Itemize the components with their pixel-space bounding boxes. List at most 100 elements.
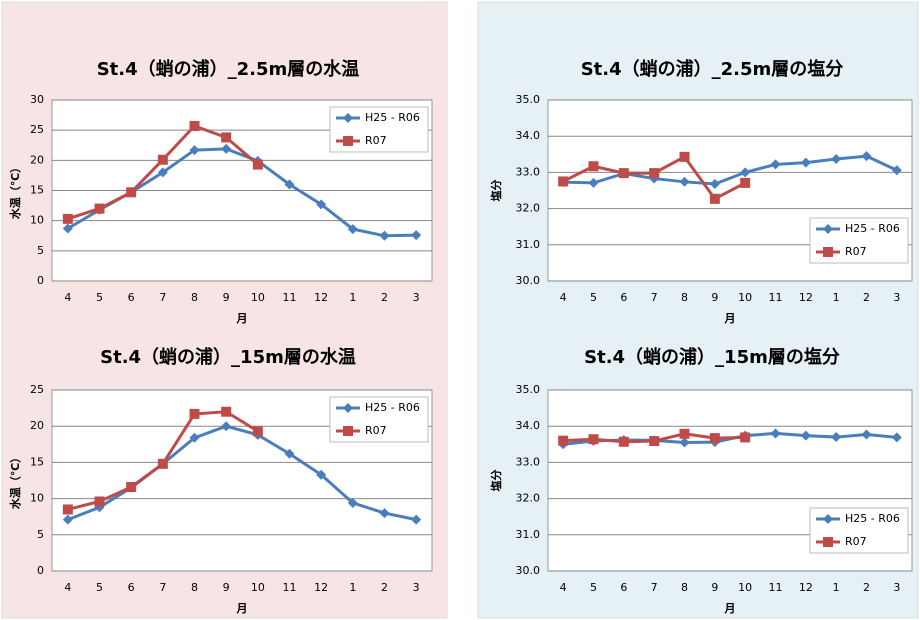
legend-marker [823, 537, 833, 547]
marker [316, 199, 327, 210]
x-tick-label: 4 [560, 291, 567, 304]
marker [94, 496, 105, 507]
x-tick-label: 6 [620, 581, 627, 594]
x-tick-label: 8 [191, 581, 198, 594]
x-tick-label: 8 [681, 291, 688, 304]
x-tick-label: 1 [833, 581, 840, 594]
y-tick-label: 10 [30, 214, 44, 227]
marker [618, 436, 629, 447]
marker [861, 151, 872, 162]
y-tick-label: 15 [30, 184, 44, 197]
marker [800, 430, 811, 441]
marker [189, 408, 200, 419]
legend-box [809, 217, 909, 264]
y-tick-label: 33.0 [516, 165, 541, 178]
x-tick-label: 5 [96, 581, 103, 594]
y-tick-label: 32.0 [516, 492, 541, 505]
y-tick-label: 5 [37, 528, 44, 541]
x-tick-label: 7 [651, 581, 658, 594]
x-tick-label: 3 [893, 291, 900, 304]
legend-box [809, 507, 909, 554]
x-tick-label: 1 [833, 291, 840, 304]
marker [891, 432, 902, 443]
legend-marker [343, 403, 353, 413]
x-tick-label: 4 [560, 581, 567, 594]
x-tick-label: 12 [799, 291, 813, 304]
chart-title: St.4（蛸の浦）_2.5m層の塩分 [581, 58, 844, 80]
marker [379, 230, 390, 241]
legend-label: H25 - R06 [365, 401, 420, 414]
x-tick-label: 10 [251, 291, 265, 304]
legend-label: H25 - R06 [845, 512, 900, 525]
marker [831, 432, 842, 443]
x-tick-label: 3 [413, 581, 420, 594]
marker [831, 154, 842, 165]
marker [891, 165, 902, 176]
marker [649, 436, 660, 447]
x-axis-label: 月 [724, 312, 736, 325]
legend-label: R07 [845, 535, 867, 548]
legend-label: H25 - R06 [365, 111, 420, 124]
x-tick-label: 8 [191, 291, 198, 304]
marker [221, 406, 232, 417]
x-tick-label: 3 [413, 291, 420, 304]
x-axis-label: 月 [236, 602, 248, 615]
x-tick-label: 3 [893, 581, 900, 594]
chart-title: St.4（蛸の浦）_2.5m層の水温 [97, 58, 360, 80]
x-tick-label: 4 [64, 291, 71, 304]
y-axis-label: 水温（℃） [8, 162, 22, 219]
x-tick-label: 5 [96, 291, 103, 304]
marker [740, 177, 751, 188]
x-tick-label: 10 [738, 291, 752, 304]
marker [221, 421, 232, 432]
y-tick-label: 20 [30, 419, 44, 432]
x-axis-label: 月 [724, 602, 736, 615]
legend-marker [823, 224, 833, 234]
x-tick-label: 2 [381, 291, 388, 304]
y-tick-label: 33.0 [516, 455, 541, 468]
x-tick-label: 9 [711, 581, 718, 594]
legend-marker [823, 247, 833, 257]
marker [588, 434, 599, 445]
x-tick-label: 5 [590, 581, 597, 594]
marker [679, 428, 690, 439]
marker [588, 177, 599, 188]
marker [558, 435, 569, 446]
marker [709, 193, 720, 204]
y-tick-label: 30 [30, 93, 44, 106]
y-tick-label: 30.0 [516, 274, 541, 287]
y-axis-label: 塩分 [489, 470, 503, 492]
x-tick-label: 1 [349, 291, 356, 304]
y-tick-label: 15 [30, 455, 44, 468]
x-tick-label: 5 [590, 291, 597, 304]
marker [649, 168, 660, 179]
y-tick-label: 25 [30, 383, 44, 396]
marker [252, 426, 263, 437]
x-tick-label: 7 [159, 291, 166, 304]
x-tick-label: 10 [251, 581, 265, 594]
marker [62, 514, 73, 525]
x-tick-label: 2 [863, 581, 870, 594]
y-tick-label: 31.0 [516, 238, 541, 251]
marker [411, 514, 422, 525]
x-axis-label: 月 [236, 312, 248, 325]
y-tick-label: 34.0 [516, 129, 541, 142]
marker [379, 508, 390, 519]
marker [679, 176, 690, 187]
marker [411, 230, 422, 241]
marker [709, 178, 720, 189]
marker [157, 167, 168, 178]
marker [347, 497, 358, 508]
legend-label: R07 [365, 134, 387, 147]
x-tick-label: 6 [128, 581, 135, 594]
chart-title: St.4（蛸の浦）_15m層の水温 [100, 346, 356, 368]
y-tick-label: 34.0 [516, 419, 541, 432]
x-tick-label: 9 [223, 581, 230, 594]
marker [62, 504, 73, 515]
marker [157, 154, 168, 165]
x-tick-label: 11 [769, 291, 783, 304]
marker [679, 437, 690, 448]
x-tick-label: 2 [381, 581, 388, 594]
marker [284, 179, 295, 190]
